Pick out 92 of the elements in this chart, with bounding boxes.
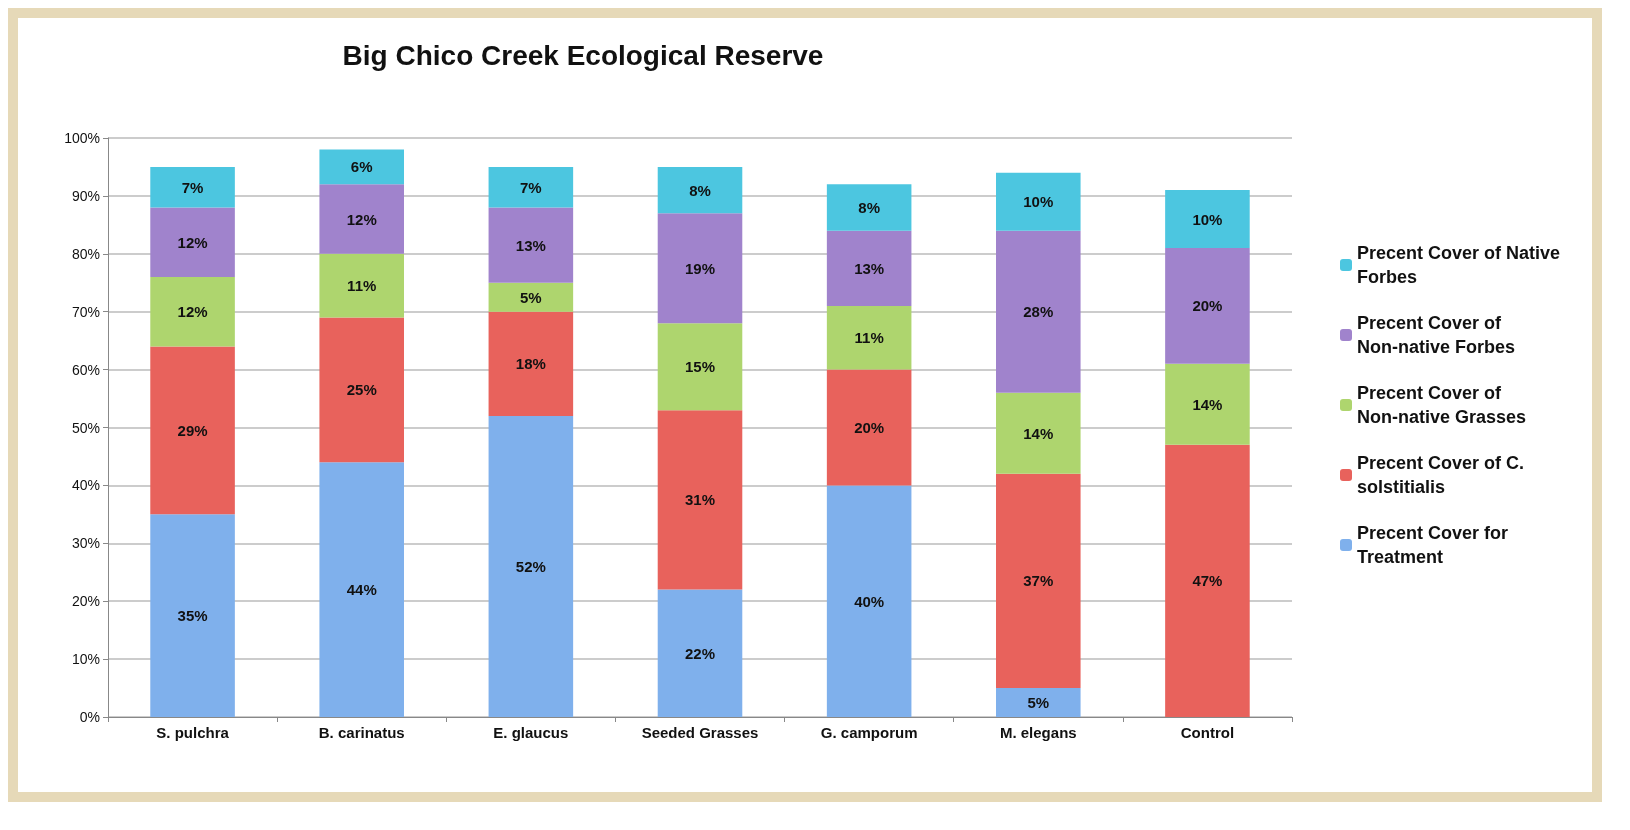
bar	[826, 369, 912, 486]
bar	[1165, 248, 1250, 364]
data-label: 18%	[515, 355, 546, 373]
x-tick-label: Control	[1180, 724, 1235, 741]
y-tick-label: 100%	[64, 130, 100, 146]
bar	[996, 473, 1081, 689]
x-tick-label: S. pulchra	[156, 724, 230, 741]
data-label: 15%	[684, 358, 716, 376]
legend-label: Precent Cover of C. solstitialis	[1357, 453, 1530, 497]
bar	[1165, 190, 1250, 249]
data-label: 7%	[181, 178, 204, 196]
data-label: 5%	[520, 288, 542, 306]
y-tick-label: 10%	[71, 651, 100, 668]
data-label: 12%	[177, 303, 208, 321]
data-label: 14%	[1192, 395, 1223, 413]
data-label: 29%	[177, 421, 208, 439]
bar	[150, 276, 235, 347]
data-label: 7%	[520, 178, 542, 196]
legend-label: Precent Cover of Native Forbes	[1357, 243, 1566, 287]
legend-label: Precent Cover for Treatment	[1357, 523, 1514, 567]
data-label: 11%	[854, 329, 884, 347]
chart-title: Big Chico Creek Ecological Reserve	[342, 39, 824, 71]
bar	[319, 317, 404, 463]
data-label: 19%	[684, 259, 716, 277]
data-label: 40%	[854, 592, 885, 610]
bar	[657, 589, 743, 717]
bar	[657, 323, 743, 411]
y-tick-label: 70%	[71, 303, 100, 320]
data-label: 47%	[1192, 572, 1223, 590]
data-label: 35%	[177, 607, 208, 625]
x-tick-label: G. camporum	[820, 724, 918, 741]
bar	[996, 172, 1081, 231]
bar	[826, 305, 912, 370]
bar	[657, 213, 743, 324]
bar	[319, 462, 404, 717]
data-label: 12%	[177, 233, 208, 251]
bar	[657, 166, 743, 214]
bar	[826, 184, 912, 231]
data-label: 8%	[689, 181, 711, 199]
bar	[826, 485, 912, 717]
x-tick-label: B. carinatus	[318, 724, 405, 741]
bar	[996, 230, 1081, 393]
data-label: 10%	[1192, 210, 1223, 228]
y-tick-label: 40%	[71, 477, 100, 494]
x-tick-label: Seeded Grasses	[641, 724, 759, 741]
data-label: 11%	[347, 277, 377, 295]
data-label: 52%	[515, 557, 546, 575]
bar	[488, 282, 574, 312]
data-label: 14%	[1023, 424, 1054, 442]
data-label: 20%	[854, 419, 885, 436]
bar	[488, 166, 574, 208]
bar	[996, 688, 1081, 717]
data-label: 10%	[1023, 193, 1054, 211]
data-label: 13%	[515, 236, 546, 254]
bar	[826, 230, 912, 306]
y-tick-label: 50%	[71, 419, 100, 436]
legend-label: Precent Cover of Non-native Forbes	[1357, 313, 1516, 357]
data-label: 44%	[346, 581, 377, 599]
bar	[488, 415, 574, 717]
y-tick-label: 90%	[71, 187, 100, 204]
data-label: 22%	[684, 644, 716, 662]
bar	[319, 184, 404, 254]
bar	[488, 311, 574, 416]
data-label: 20%	[1192, 297, 1223, 315]
legend-label: Precent Cover of Non-native Grasses	[1357, 383, 1527, 427]
y-tick-label: 0%	[79, 709, 100, 725]
bar	[150, 207, 235, 277]
x-tick-label: E. glaucus	[493, 724, 569, 741]
data-label: 25%	[346, 381, 377, 399]
data-label: 28%	[1023, 303, 1054, 321]
data-label: 13%	[854, 259, 885, 277]
bar	[996, 392, 1081, 474]
bar	[319, 253, 404, 318]
bar	[150, 346, 235, 515]
bar	[150, 166, 235, 208]
bar	[319, 149, 404, 185]
bar	[488, 207, 574, 283]
data-label: 6%	[350, 158, 373, 176]
y-tick-label: 30%	[71, 535, 100, 552]
bar	[1165, 444, 1250, 717]
data-label: 12%	[346, 210, 377, 228]
bar	[657, 410, 743, 590]
data-label: 37%	[1023, 572, 1054, 590]
data-label: 31%	[684, 491, 716, 509]
data-label: 8%	[858, 198, 880, 216]
y-tick-label: 80%	[71, 245, 100, 262]
data-label: 5%	[1027, 694, 1050, 712]
bar	[1165, 363, 1250, 445]
y-tick-label: 60%	[71, 361, 100, 378]
y-tick-label: 20%	[71, 593, 100, 610]
bar	[150, 514, 235, 717]
x-tick-label: M. elegans	[999, 724, 1077, 741]
